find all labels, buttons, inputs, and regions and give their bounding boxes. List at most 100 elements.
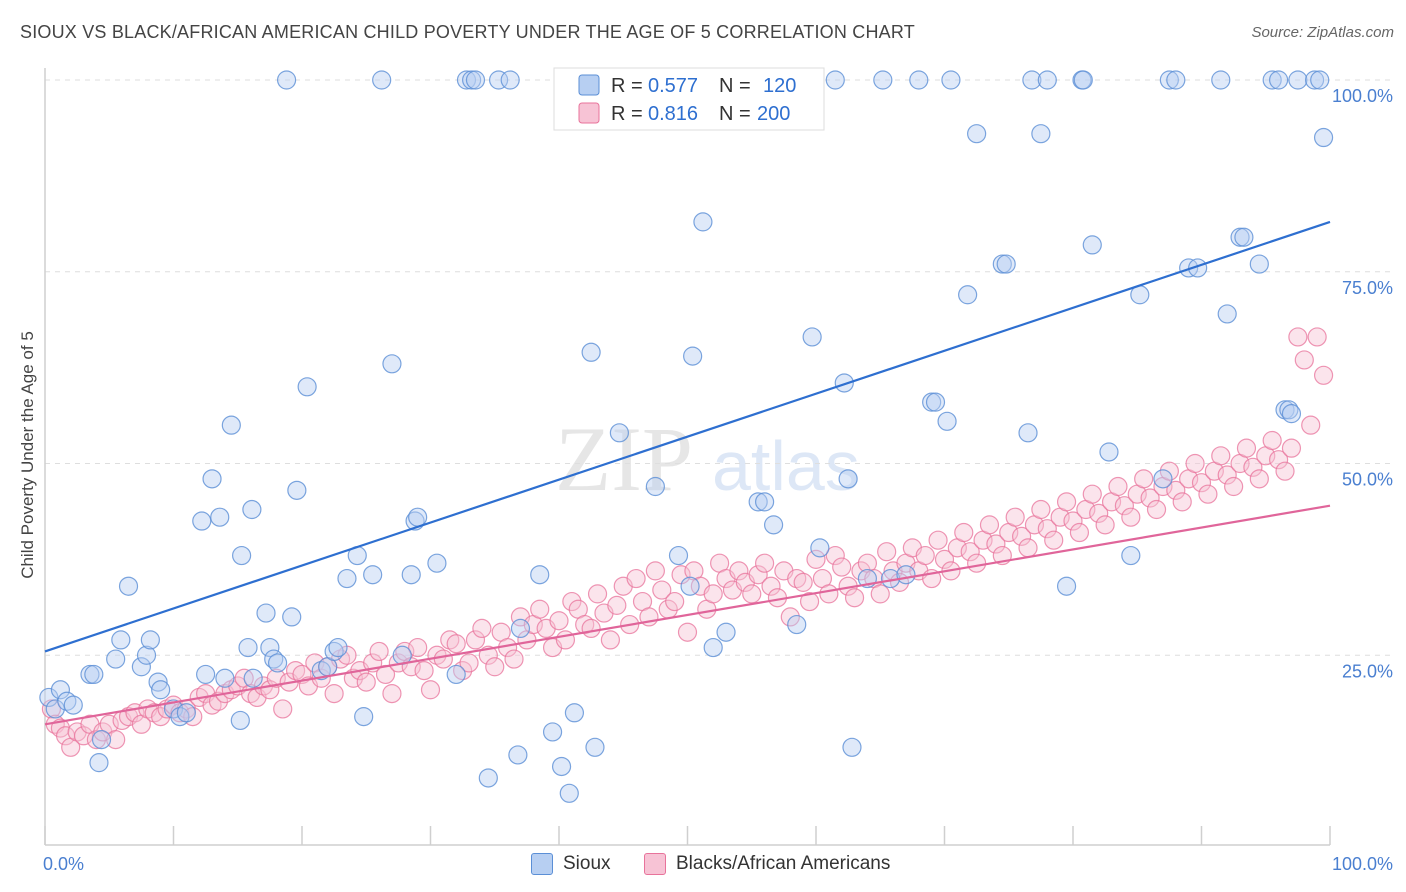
- point-black: [1281, 438, 1302, 458]
- point-black: [1018, 538, 1038, 558]
- point-black: [1140, 488, 1160, 508]
- point-sioux: [267, 653, 288, 673]
- point-sioux: [1018, 423, 1038, 443]
- point-sioux: [63, 695, 83, 715]
- point-black: [652, 580, 672, 600]
- point-black: [1005, 507, 1025, 527]
- point-sioux: [510, 618, 531, 639]
- point-sioux: [1031, 124, 1051, 144]
- ticks: 25.0% 50.0% 75.0% 100.0% 0.0% 100.0%: [43, 86, 1393, 874]
- point-sioux: [84, 664, 104, 685]
- point-black: [1172, 492, 1192, 512]
- point-black: [960, 542, 980, 562]
- point-black: [433, 649, 453, 669]
- point-black: [748, 565, 768, 585]
- point-black: [1288, 327, 1308, 347]
- point-black: [106, 730, 126, 750]
- point-black: [1166, 480, 1186, 500]
- point-sioux: [609, 423, 629, 443]
- point-sioux: [131, 657, 151, 677]
- legend-n-sioux: 120: [763, 75, 796, 97]
- legend-r-label-black: R =: [611, 103, 643, 125]
- x-tick-label-max: 100.0%: [1332, 854, 1393, 874]
- point-black: [465, 630, 486, 650]
- point-sioux: [1022, 70, 1042, 90]
- point-sioux: [748, 492, 768, 512]
- point-sioux: [1281, 404, 1302, 424]
- point-black: [1185, 453, 1205, 474]
- point-sioux: [1188, 258, 1208, 278]
- point-black: [742, 584, 762, 604]
- point-black: [1037, 519, 1057, 539]
- point-black: [1159, 461, 1179, 481]
- point-sioux: [328, 637, 348, 658]
- point-sioux: [1313, 127, 1334, 148]
- point-black: [1217, 465, 1237, 485]
- point-black: [1044, 530, 1064, 550]
- point-sioux: [967, 124, 987, 144]
- bottom-legend-sioux: Sioux: [531, 851, 611, 877]
- point-black: [1224, 476, 1244, 497]
- bottom-legend-black: Blacks/African Americans: [644, 851, 890, 877]
- y-tick-label-50: 50.0%: [1342, 470, 1393, 490]
- point-sioux: [581, 342, 601, 362]
- point-black: [870, 584, 890, 604]
- point-sioux: [683, 346, 703, 366]
- point-black: [600, 630, 621, 650]
- point-black: [1095, 515, 1115, 535]
- point-sioux: [1310, 70, 1330, 90]
- y-tick-label-25: 25.0%: [1342, 661, 1393, 681]
- point-black: [729, 561, 749, 581]
- point-sioux: [645, 476, 665, 497]
- point-sioux: [196, 664, 216, 685]
- point-black: [485, 657, 505, 677]
- point-sioux: [363, 565, 383, 585]
- point-black: [825, 545, 845, 566]
- point-sioux: [668, 545, 689, 566]
- point-sioux: [89, 753, 109, 773]
- point-sioux: [151, 680, 171, 700]
- point-sioux: [1073, 70, 1093, 90]
- watermark-atlas: atlas: [712, 427, 860, 505]
- point-sioux: [802, 327, 822, 347]
- point-black: [1191, 473, 1212, 493]
- point-black: [1275, 461, 1295, 481]
- point-sioux: [1153, 469, 1173, 489]
- trend-line-black: [44, 504, 1331, 726]
- point-black: [73, 726, 94, 746]
- point-black: [1294, 350, 1314, 370]
- point-sioux: [1268, 70, 1289, 90]
- x-tick-label-min: 0.0%: [43, 854, 84, 874]
- point-sioux: [401, 565, 421, 585]
- point-sioux: [1249, 254, 1269, 274]
- point-sioux: [50, 680, 71, 700]
- point-sioux: [202, 469, 222, 489]
- point-black: [562, 591, 582, 612]
- legend-n-label-black: N =: [719, 103, 751, 125]
- point-black: [266, 668, 286, 688]
- point-sioux: [221, 415, 241, 435]
- point-sioux: [1211, 70, 1231, 90]
- point-sioux: [91, 730, 112, 750]
- legend-swatch-black: [578, 102, 600, 124]
- point-sioux: [243, 668, 263, 688]
- point-black: [549, 611, 569, 631]
- point-sioux: [1288, 70, 1308, 90]
- source-label: Source: ZipAtlas.com: [1251, 24, 1394, 41]
- point-black: [677, 622, 698, 642]
- bottom-legend-swatch-sioux: [531, 853, 553, 875]
- legend-n-label-sioux: N =: [719, 75, 751, 97]
- point-black: [761, 576, 781, 596]
- point-black: [581, 618, 601, 639]
- point-black: [1082, 484, 1102, 504]
- series-sioux-points: [39, 70, 1334, 803]
- point-black: [1236, 438, 1257, 458]
- legend-r-black: 0.816: [648, 103, 698, 125]
- point-black: [472, 618, 492, 639]
- point-sioux: [260, 637, 280, 658]
- y-tick-label-75: 75.0%: [1342, 278, 1393, 298]
- point-sioux: [1217, 304, 1237, 324]
- bottom-legend-label-black: Blacks/African Americans: [676, 853, 891, 874]
- point-sioux: [530, 565, 550, 585]
- point-sioux: [45, 699, 65, 719]
